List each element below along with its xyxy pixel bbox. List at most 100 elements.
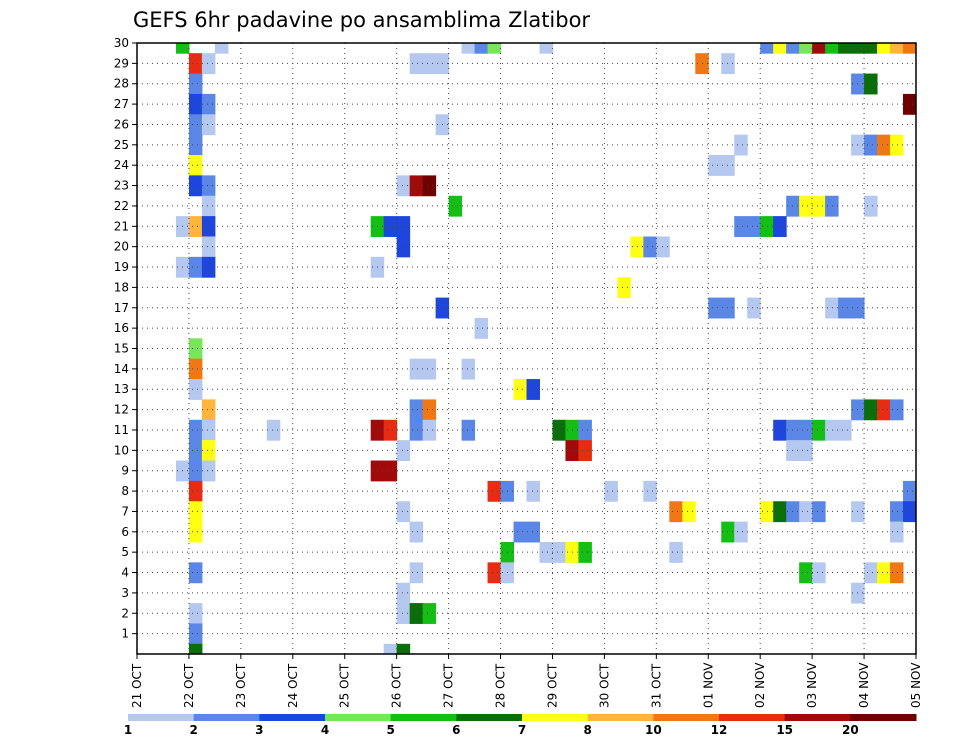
y-tick-label: 20: [114, 240, 129, 254]
heatmap-cell: [552, 419, 566, 441]
heatmap-cell: [188, 623, 203, 645]
y-tick-label: 6: [121, 525, 129, 539]
y-tick-label: 19: [114, 260, 129, 274]
heatmap-cell: [201, 53, 216, 75]
chart-title: GEFS 6hr padavine po ansamblima Zlatibor: [133, 8, 590, 32]
heatmap-cell: [188, 379, 203, 400]
x-tick-label: 29 OCT: [545, 663, 559, 708]
heatmap-cell: [409, 175, 424, 197]
heatmap-cell: [188, 53, 203, 75]
x-tick-label: 22 OCT: [182, 663, 196, 708]
legend-swatch: [653, 714, 720, 721]
y-tick-label: 22: [114, 199, 129, 213]
heatmap-cell: [396, 175, 411, 197]
cell-layer: [175, 43, 929, 654]
x-axis-labels: 21 OCT 22 OCT 23 OCT 24 OCT 25 OCT 26 OCT 27 O…: [130, 654, 923, 708]
heatmap-cell: [396, 236, 411, 258]
heatmap-cell: [578, 419, 592, 441]
heatmap-cell: [188, 419, 203, 441]
y-tick-label: 24: [114, 158, 129, 172]
heatmap-cell: [890, 562, 904, 584]
legend-swatch: [259, 714, 326, 721]
heatmap-cell: [812, 419, 826, 441]
heatmap-cell: [409, 562, 424, 584]
heatmap-cell: [864, 562, 878, 584]
heatmap-cell: [526, 521, 540, 543]
legend-label: 8: [583, 723, 591, 737]
x-tick-label: 27 OCT: [442, 663, 456, 708]
y-tick-label: 18: [114, 280, 129, 294]
heatmap-cell: [201, 114, 216, 136]
heatmap-cell: [669, 501, 683, 523]
heatmap-cell: [448, 195, 463, 217]
heatmap-cell: [201, 440, 216, 462]
legend-label: 1: [124, 723, 132, 737]
heatmap-cell: [812, 562, 826, 584]
heatmap-cell: [383, 419, 398, 441]
heatmap-cell: [708, 155, 722, 176]
heatmap-cell: [396, 582, 411, 604]
heatmap-cell: [877, 399, 891, 421]
heatmap-cell: [383, 460, 398, 482]
y-tick-label: 29: [114, 56, 129, 70]
heatmap-cell: [422, 603, 437, 624]
y-tick-label: 7: [121, 504, 129, 518]
heatmap-cell: [916, 94, 929, 115]
heatmap-cell: [474, 317, 489, 339]
heatmap-cell: [409, 521, 424, 543]
x-tick-label: 24 OCT: [286, 663, 300, 708]
heatmap-cell: [890, 501, 904, 523]
legend-label: 6: [452, 723, 460, 737]
heatmap-cell: [799, 562, 813, 584]
heatmap-cell: [188, 134, 203, 156]
heatmap-cell: [838, 297, 852, 319]
heatmap-cell: [188, 155, 203, 176]
heatmap-cell: [396, 603, 411, 624]
heatmap-cell: [396, 440, 411, 462]
legend-label: 5: [386, 723, 394, 737]
color-legend: 1 2 3 4 5 6 7 8 10 12 15 20: [124, 714, 917, 737]
heatmap-cell: [812, 195, 826, 217]
heatmap-cell: [409, 53, 424, 75]
heatmap-cell: [201, 419, 216, 441]
heatmap-cell: [864, 195, 878, 217]
heatmap-cell: [175, 43, 190, 54]
heatmap-cell: [201, 236, 216, 258]
heatmap-cell: [188, 562, 203, 584]
x-tick-label: 30 OCT: [597, 663, 611, 708]
heatmap-cell: [864, 43, 878, 54]
legend-swatch: [390, 714, 457, 721]
heatmap-cell: [825, 43, 839, 54]
legend-label: 4: [321, 723, 329, 737]
heatmap-cell: [669, 541, 683, 563]
legend-swatch: [522, 714, 589, 721]
heatmap-cell: [188, 338, 203, 360]
heatmap-cell: [461, 358, 476, 380]
heatmap-cell: [903, 93, 916, 115]
heatmap-cell: [396, 216, 411, 237]
heatmap-cell: [604, 480, 618, 502]
legend-swatch: [784, 714, 851, 721]
heatmap-cell: [487, 43, 502, 54]
heatmap-cell: [526, 379, 540, 400]
heatmap-cell: [188, 501, 203, 523]
x-tick-label: 28 OCT: [494, 663, 508, 708]
heatmap-cell: [682, 501, 696, 523]
heatmap-cell: [188, 93, 203, 115]
heatmap-cell: [201, 195, 216, 217]
x-tick-label: 04 NOV: [857, 662, 871, 708]
heatmap-cell: [474, 43, 489, 54]
heatmap-cell: [188, 440, 203, 462]
y-tick-label: 1: [121, 627, 129, 641]
legend-swatch: [128, 714, 195, 721]
heatmap-cell: [266, 419, 281, 441]
heatmap-cell: [552, 541, 566, 563]
heatmap-cell: [201, 399, 216, 421]
heatmap-cell: [409, 399, 424, 421]
heatmap-cell: [188, 460, 203, 482]
y-tick-label: 5: [121, 545, 129, 559]
heatmap-cell: [825, 297, 839, 319]
heatmap-cell: [422, 419, 437, 441]
heatmap-cell: [188, 114, 203, 136]
